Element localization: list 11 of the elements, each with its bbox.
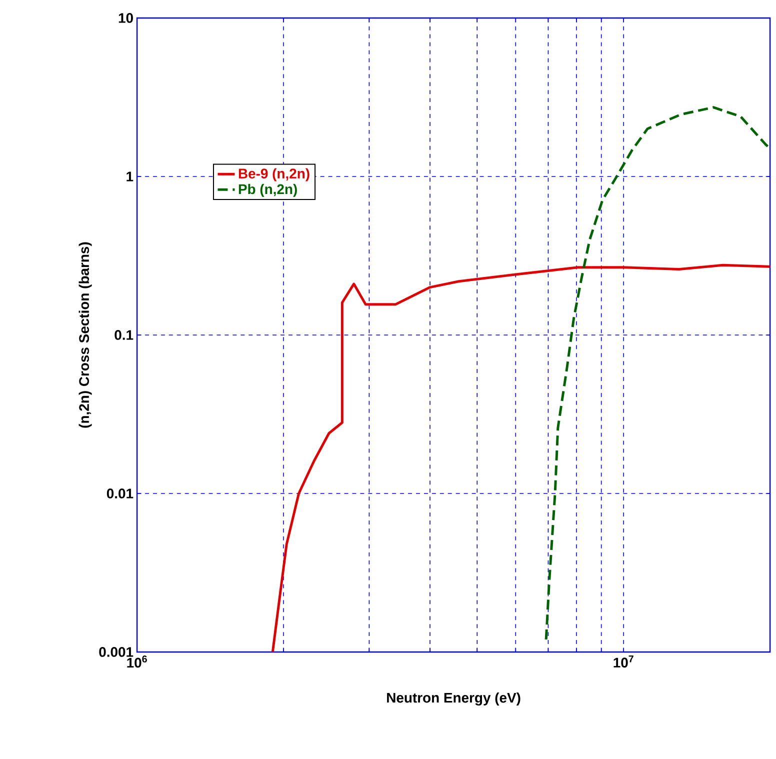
- y-axis-title: (n,2n) Cross Section (barns): [78, 242, 92, 428]
- y-tick-label: 0.01: [106, 488, 134, 498]
- x-axis-title: Neutron Energy (eV): [387, 692, 520, 706]
- legend-label: Be-9 (n,2n): [238, 168, 310, 182]
- y-tick-label: 1: [126, 172, 134, 182]
- y-tick-label: 0.1: [114, 330, 134, 340]
- x-tick-label: 10$^{7}$: [614, 656, 634, 668]
- legend-label: Pb (n,2n): [238, 184, 297, 197]
- x-tick-label: 10$^{6}$: [127, 656, 147, 668]
- y-tick-label: 10: [118, 13, 133, 23]
- y-tick-label: 0.001: [99, 647, 134, 657]
